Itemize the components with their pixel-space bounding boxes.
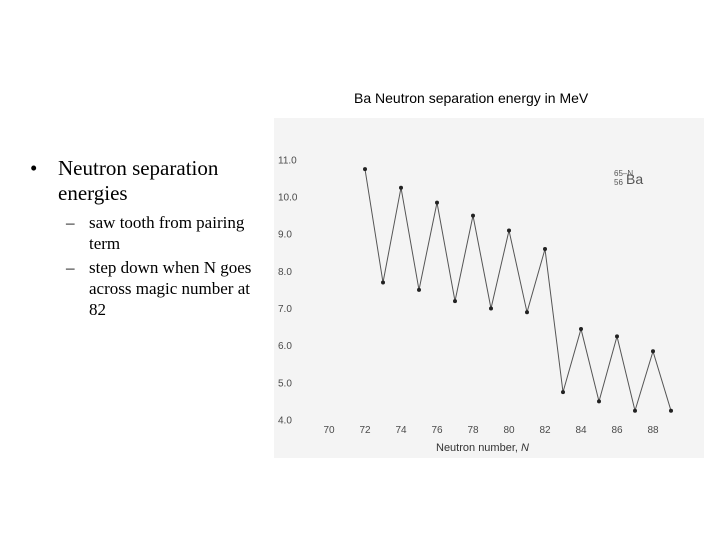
y-tick-label: 9.0 bbox=[278, 230, 292, 241]
y-tick-label: 6.0 bbox=[278, 341, 292, 352]
sub-bullet-list: – saw tooth from pairing term – step down … bbox=[30, 212, 260, 320]
x-axis-label-variable: N bbox=[521, 442, 529, 454]
separation-energy-chart: 4.0 5.0 6.0 7.0 8.0 9.0 10.0 11.0 70 72 74 76 78 80 8… bbox=[274, 118, 704, 458]
data-point bbox=[471, 213, 475, 218]
x-tick-label: 88 bbox=[647, 425, 659, 436]
chart-background bbox=[274, 118, 704, 458]
y-tick-label: 8.0 bbox=[278, 267, 292, 278]
data-point bbox=[669, 408, 673, 413]
bullet-main-text: Neutron separation energies bbox=[58, 156, 219, 205]
sub-bullet-dash: – bbox=[66, 258, 75, 277]
x-tick-label: 76 bbox=[431, 425, 443, 436]
x-tick-label: 84 bbox=[575, 425, 587, 436]
data-point bbox=[543, 247, 547, 252]
y-tick-label: 10.0 bbox=[278, 193, 298, 204]
x-tick-label: 86 bbox=[611, 425, 623, 436]
data-point bbox=[453, 299, 457, 304]
data-point bbox=[507, 228, 511, 233]
y-tick-label: 5.0 bbox=[278, 378, 292, 389]
sub-bullet-saw-tooth: – saw tooth from pairing term bbox=[30, 212, 260, 254]
data-point bbox=[399, 185, 403, 190]
data-point bbox=[381, 280, 385, 285]
x-tick-label: 70 bbox=[323, 425, 335, 436]
data-point bbox=[633, 408, 637, 413]
bullet-neutron-separation-energies: • Neutron separation energies bbox=[30, 156, 260, 206]
x-tick-label: 78 bbox=[467, 425, 479, 436]
x-tick-label: 82 bbox=[539, 425, 551, 436]
x-axis-ticks: 70 72 74 76 78 80 82 84 86 88 bbox=[323, 425, 659, 436]
x-tick-label: 80 bbox=[503, 425, 515, 436]
sub-bullet-text: step down when N goes across magic numbe… bbox=[89, 258, 252, 319]
y-tick-label: 7.0 bbox=[278, 304, 292, 315]
y-tick-label: 4.0 bbox=[278, 416, 292, 427]
data-point bbox=[363, 167, 367, 172]
inset-atomic-number: 56 bbox=[614, 178, 623, 187]
y-tick-label: 11.0 bbox=[278, 155, 297, 166]
nuclide-inset-label: 65–N 56 Ba bbox=[614, 169, 643, 187]
bullet-dot: • bbox=[30, 156, 38, 180]
data-point bbox=[435, 200, 439, 205]
series-group bbox=[363, 167, 673, 413]
x-axis-label-text: Neutron number, bbox=[436, 442, 521, 454]
data-point bbox=[561, 390, 565, 395]
data-point bbox=[417, 287, 421, 292]
inset-mass-number: 65–N bbox=[614, 169, 633, 178]
x-tick-label: 72 bbox=[359, 425, 371, 436]
data-point bbox=[597, 399, 601, 404]
chart-title: Ba Neutron separation energy in MeV bbox=[354, 90, 589, 106]
data-point bbox=[489, 306, 493, 311]
bullet-list: • Neutron separation energies – saw tooth … bbox=[30, 156, 260, 323]
series-line bbox=[364, 169, 672, 413]
sub-bullet-text: saw tooth from pairing term bbox=[89, 213, 245, 253]
data-point bbox=[651, 349, 655, 354]
x-tick-label: 74 bbox=[395, 425, 407, 436]
sub-bullet-dash: – bbox=[66, 213, 75, 232]
sub-bullet-step-down: – step down when N goes across magic numb… bbox=[30, 257, 260, 320]
data-point bbox=[579, 326, 583, 331]
data-point bbox=[615, 334, 619, 339]
data-point bbox=[525, 310, 529, 315]
inset-element-symbol: Ba bbox=[626, 171, 643, 187]
x-axis-label: Neutron number, N bbox=[436, 442, 529, 454]
y-axis-ticks: 4.0 5.0 6.0 7.0 8.0 9.0 10.0 11.0 bbox=[278, 155, 298, 426]
